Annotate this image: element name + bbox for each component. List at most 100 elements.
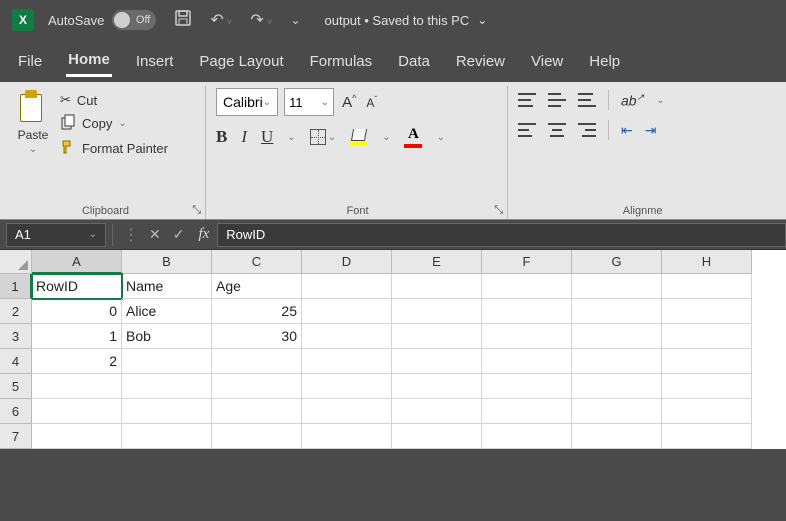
cell[interactable] <box>392 424 482 449</box>
align-left-button[interactable] <box>518 123 536 137</box>
autosave-toggle[interactable]: AutoSave Off <box>48 10 156 30</box>
cell[interactable]: Bob <box>122 324 212 349</box>
increase-font-button[interactable]: A^ <box>340 93 358 111</box>
redo-button[interactable]: ↷ ˅ <box>250 10 272 30</box>
tab-formulas[interactable]: Formulas <box>308 47 375 76</box>
cell[interactable] <box>482 349 572 374</box>
cell[interactable]: 30 <box>212 324 302 349</box>
row-header[interactable]: 3 <box>0 324 32 349</box>
enter-formula-button[interactable]: ✓ <box>167 226 191 243</box>
cell[interactable] <box>392 374 482 399</box>
dialog-launcher-icon[interactable]: ⤡ <box>192 204 201 217</box>
paste-button[interactable]: Paste ⌄ <box>14 88 56 155</box>
cell[interactable] <box>212 424 302 449</box>
tab-file[interactable]: File <box>16 47 44 76</box>
italic-button[interactable]: I <box>241 127 247 147</box>
fill-color-button[interactable] <box>350 129 368 146</box>
column-header[interactable]: H <box>662 250 752 274</box>
cell[interactable] <box>662 299 752 324</box>
orientation-button[interactable]: ab↗ <box>621 92 644 109</box>
select-all-corner[interactable] <box>0 250 32 274</box>
cell[interactable] <box>662 399 752 424</box>
qat-customize-button[interactable]: ⌄ <box>290 13 300 27</box>
row-header[interactable]: 5 <box>0 374 32 399</box>
cell[interactable] <box>32 374 122 399</box>
cell[interactable] <box>392 349 482 374</box>
cell[interactable] <box>302 374 392 399</box>
font-family-select[interactable]: Calibri ⌄ <box>216 88 278 116</box>
row-header[interactable]: 6 <box>0 399 32 424</box>
tab-review[interactable]: Review <box>454 47 507 76</box>
chevron-down-icon[interactable]: ⌄ <box>287 132 295 143</box>
align-top-button[interactable] <box>518 93 536 107</box>
name-box[interactable]: A1 ⌄ <box>6 223 106 247</box>
tab-view[interactable]: View <box>529 47 565 76</box>
cell[interactable] <box>482 424 572 449</box>
row-header[interactable]: 1 <box>0 274 32 299</box>
column-header[interactable]: A <box>32 250 122 274</box>
column-header[interactable]: D <box>302 250 392 274</box>
cell[interactable] <box>122 424 212 449</box>
row-header[interactable]: 2 <box>0 299 32 324</box>
tab-page-layout[interactable]: Page Layout <box>197 47 285 76</box>
column-header[interactable]: B <box>122 250 212 274</box>
cell[interactable] <box>572 424 662 449</box>
cell[interactable] <box>392 324 482 349</box>
cell[interactable] <box>482 299 572 324</box>
tab-data[interactable]: Data <box>396 47 432 76</box>
cell[interactable] <box>302 299 392 324</box>
cell[interactable] <box>212 349 302 374</box>
underline-button[interactable]: U <box>261 127 273 147</box>
cell[interactable] <box>302 349 392 374</box>
cell[interactable] <box>212 374 302 399</box>
cancel-formula-button[interactable]: ✕ <box>143 226 167 243</box>
copy-button[interactable]: Copy ⌄ <box>60 114 168 133</box>
column-header[interactable]: F <box>482 250 572 274</box>
dialog-launcher-icon[interactable]: ⤡ <box>494 204 503 217</box>
cell[interactable]: 0 <box>32 299 122 324</box>
cell[interactable] <box>662 274 752 299</box>
chevron-down-icon[interactable]: ⌄ <box>382 132 390 143</box>
cell[interactable] <box>302 274 392 299</box>
align-center-button[interactable] <box>548 123 566 137</box>
bold-button[interactable]: B <box>216 127 227 147</box>
cell[interactable] <box>482 374 572 399</box>
cell[interactable]: 2 <box>32 349 122 374</box>
chevron-down-icon[interactable]: ⌄ <box>656 95 664 106</box>
cell[interactable] <box>122 349 212 374</box>
cut-button[interactable]: ✂ Cut <box>60 92 168 108</box>
fx-button[interactable]: fx <box>190 226 217 243</box>
cell[interactable] <box>212 399 302 424</box>
autosave-switch[interactable]: Off <box>112 10 156 30</box>
increase-indent-button[interactable]: ⇥ <box>645 122 657 139</box>
cell[interactable] <box>572 399 662 424</box>
tab-insert[interactable]: Insert <box>134 47 176 76</box>
cell[interactable] <box>482 274 572 299</box>
font-color-button[interactable]: A <box>404 126 422 148</box>
cell[interactable]: Name <box>122 274 212 299</box>
formula-input[interactable]: RowID <box>217 223 786 247</box>
cell[interactable] <box>482 324 572 349</box>
cell[interactable]: RowID <box>32 274 122 299</box>
row-header[interactable]: 7 <box>0 424 32 449</box>
cell[interactable] <box>32 424 122 449</box>
cell[interactable] <box>572 349 662 374</box>
cell[interactable]: Age <box>212 274 302 299</box>
cell[interactable] <box>392 274 482 299</box>
chevron-down-icon[interactable]: ⌄ <box>436 132 444 143</box>
align-right-button[interactable] <box>578 123 596 137</box>
undo-button[interactable]: ↶ ˅ <box>210 10 232 30</box>
cell[interactable] <box>302 399 392 424</box>
column-header[interactable]: C <box>212 250 302 274</box>
cell[interactable]: 25 <box>212 299 302 324</box>
cell[interactable] <box>392 299 482 324</box>
save-icon[interactable] <box>174 9 192 32</box>
cell[interactable] <box>662 424 752 449</box>
cell[interactable] <box>662 374 752 399</box>
format-painter-button[interactable]: Format Painter <box>60 139 168 158</box>
borders-button[interactable]: ⌄ <box>310 129 336 145</box>
cell[interactable] <box>122 374 212 399</box>
font-size-select[interactable]: 11 ⌄ <box>284 88 334 116</box>
cell[interactable] <box>572 274 662 299</box>
cell[interactable] <box>662 324 752 349</box>
